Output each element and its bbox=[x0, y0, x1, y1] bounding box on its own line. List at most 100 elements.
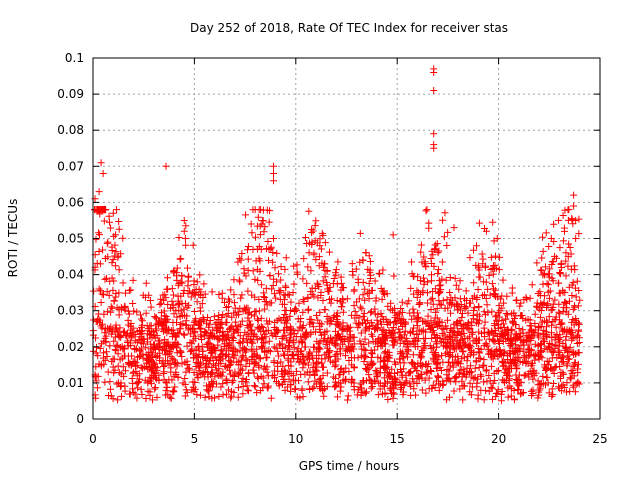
data-point bbox=[93, 384, 101, 392]
x-tick-labels: 0 5 10 15 20 25 bbox=[89, 432, 607, 446]
data-point bbox=[138, 390, 146, 398]
data-point bbox=[333, 280, 341, 288]
data-point bbox=[361, 319, 369, 327]
data-point bbox=[568, 281, 576, 289]
data-point bbox=[519, 389, 527, 397]
data-point bbox=[434, 373, 442, 381]
data-point bbox=[253, 373, 261, 381]
data-point bbox=[305, 207, 313, 215]
data-point bbox=[191, 307, 199, 315]
data-point bbox=[573, 340, 581, 348]
data-point bbox=[467, 299, 475, 307]
data-point bbox=[567, 265, 575, 273]
data-point bbox=[358, 319, 366, 327]
data-point bbox=[181, 392, 189, 400]
data-point bbox=[559, 370, 567, 378]
data-point bbox=[409, 272, 417, 280]
data-point bbox=[356, 229, 364, 237]
data-point bbox=[337, 297, 345, 305]
data-point bbox=[221, 340, 229, 348]
data-point bbox=[431, 334, 439, 342]
data-point bbox=[150, 331, 158, 339]
data-point bbox=[316, 338, 324, 346]
data-point bbox=[485, 335, 493, 343]
data-point bbox=[236, 347, 244, 355]
data-point bbox=[237, 294, 245, 302]
data-point bbox=[298, 385, 306, 393]
data-point bbox=[94, 316, 102, 324]
data-point bbox=[112, 248, 120, 256]
data-point bbox=[320, 263, 328, 271]
data-point bbox=[391, 314, 399, 322]
data-point bbox=[537, 266, 545, 274]
data-point bbox=[517, 299, 525, 307]
data-point bbox=[466, 324, 474, 332]
data-point bbox=[394, 310, 402, 318]
data-point bbox=[94, 352, 102, 360]
data-point bbox=[108, 326, 116, 334]
data-point bbox=[177, 348, 185, 356]
data-point bbox=[281, 352, 289, 360]
data-point bbox=[180, 331, 188, 339]
data-point bbox=[220, 298, 228, 306]
data-point bbox=[563, 379, 571, 387]
data-point bbox=[391, 358, 399, 366]
data-point bbox=[183, 342, 191, 350]
data-point bbox=[228, 322, 236, 330]
data-point bbox=[298, 338, 306, 346]
data-point bbox=[236, 305, 244, 313]
data-point bbox=[219, 350, 227, 358]
data-point bbox=[236, 254, 244, 262]
data-point bbox=[449, 363, 457, 371]
data-point bbox=[182, 300, 190, 308]
data-point bbox=[570, 372, 578, 380]
data-point bbox=[287, 331, 295, 339]
data-point bbox=[436, 334, 444, 342]
data-point bbox=[494, 366, 502, 374]
data-point bbox=[465, 341, 473, 349]
data-point bbox=[369, 360, 377, 368]
data-point bbox=[250, 358, 258, 366]
data-point bbox=[110, 232, 118, 240]
data-point bbox=[558, 382, 566, 390]
data-point bbox=[103, 239, 111, 247]
data-point bbox=[365, 280, 373, 288]
data-point bbox=[256, 267, 264, 275]
data-point bbox=[218, 294, 226, 302]
data-point bbox=[534, 329, 542, 337]
data-point bbox=[493, 345, 501, 353]
data-point bbox=[556, 363, 564, 371]
data-point bbox=[282, 254, 290, 262]
data-point bbox=[129, 360, 137, 368]
data-point bbox=[321, 239, 329, 247]
data-point bbox=[184, 272, 192, 280]
data-point bbox=[432, 308, 440, 316]
data-point bbox=[502, 335, 510, 343]
y-tick-label: 0.04 bbox=[57, 268, 84, 282]
data-point bbox=[334, 393, 342, 401]
data-point bbox=[397, 319, 405, 327]
data-point bbox=[126, 361, 134, 369]
data-point bbox=[148, 396, 156, 404]
data-point bbox=[479, 292, 487, 300]
data-point bbox=[339, 376, 347, 384]
data-point bbox=[100, 217, 108, 225]
data-point bbox=[163, 285, 171, 293]
data-point bbox=[534, 377, 542, 385]
data-point bbox=[273, 249, 281, 257]
data-point bbox=[520, 372, 528, 380]
data-point bbox=[201, 373, 209, 381]
data-point bbox=[289, 372, 297, 380]
data-point bbox=[379, 382, 387, 390]
data-point bbox=[498, 316, 506, 324]
data-point bbox=[451, 274, 459, 282]
data-point bbox=[106, 342, 114, 350]
data-point bbox=[555, 383, 563, 391]
data-point bbox=[96, 260, 104, 268]
data-point bbox=[315, 262, 323, 270]
data-point bbox=[312, 328, 320, 336]
data-point bbox=[372, 370, 380, 378]
data-point bbox=[547, 321, 555, 329]
data-point bbox=[494, 309, 502, 317]
data-point bbox=[499, 276, 507, 284]
